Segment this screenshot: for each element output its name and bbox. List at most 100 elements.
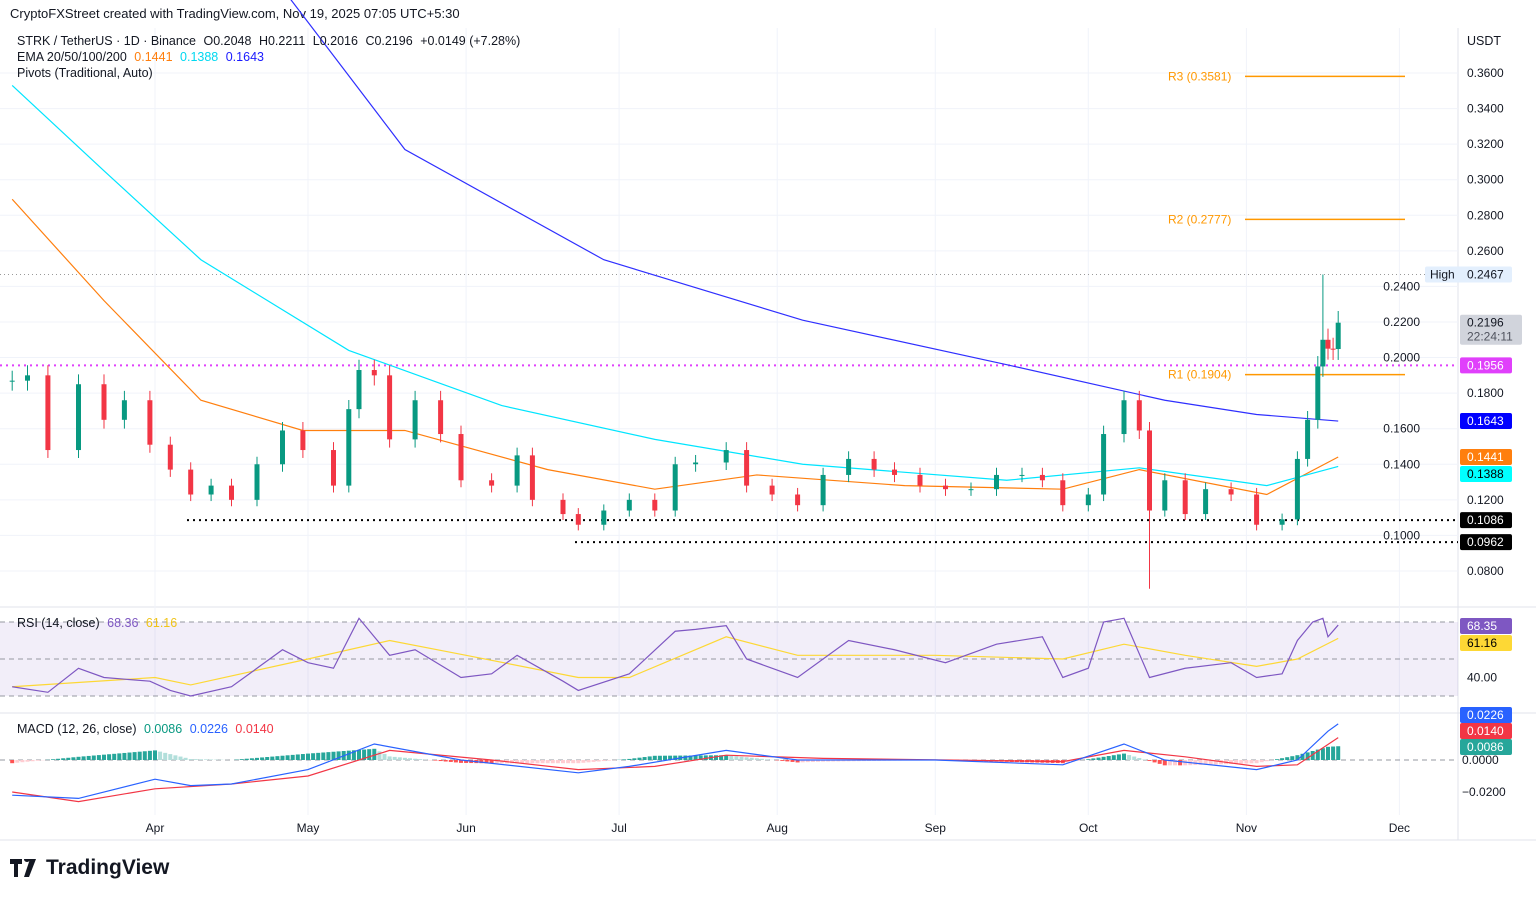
macd-histogram-bar <box>168 754 173 760</box>
macd-histogram-bar <box>663 755 667 760</box>
macd-histogram-bar <box>438 760 443 762</box>
candle-body <box>1320 339 1326 367</box>
price-tick-label: 0.3600 <box>1467 66 1504 80</box>
candle-body <box>25 375 30 381</box>
support-tag: 0.1086 <box>1460 512 1512 529</box>
ema-line <box>11 85 1339 487</box>
macd-histogram-bar <box>1096 757 1101 760</box>
macd-histogram-bar <box>647 756 652 760</box>
macd-histogram-bar <box>749 757 754 760</box>
macd-histogram-bar <box>1122 753 1126 760</box>
candle-body <box>693 462 699 465</box>
macd-histogram-bar <box>204 759 208 760</box>
candle-body <box>1147 430 1152 511</box>
macd-histogram-bar <box>173 755 178 760</box>
macd-histogram-bar <box>1142 759 1147 760</box>
price-tick-label: 0.1000 <box>1383 528 1420 542</box>
candle-body <box>458 434 464 481</box>
candle-body <box>254 464 260 500</box>
candle-body <box>994 474 999 490</box>
macd-histogram-bar <box>1315 749 1320 760</box>
macd-histogram-bar <box>1132 756 1137 760</box>
macd-histogram-bar <box>1101 756 1106 760</box>
last-price-bg <box>1460 314 1522 345</box>
ema-legend[interactable]: EMA 20/50/100/200 0.1441 0.1388 0.1643 <box>17 50 268 64</box>
candle-body <box>820 474 826 506</box>
ema200-tag-text: 0.1643 <box>1467 414 1504 428</box>
macd-signal-tag: 0.0140 <box>1460 723 1512 739</box>
macd-histogram-bar <box>566 760 571 764</box>
rsi-label: RSI (14, close) <box>17 616 100 630</box>
rsi-value-tag-bg <box>1460 618 1512 634</box>
macd-histogram-bar <box>270 756 275 760</box>
macd-histogram-bar <box>693 755 698 760</box>
candle-body <box>356 370 362 410</box>
price-tick-label: 0.3400 <box>1467 102 1504 116</box>
macd-histogram-bar <box>357 749 361 760</box>
macd-histogram-bar <box>489 760 494 764</box>
macd-histogram-bar <box>816 760 820 762</box>
candle-body <box>723 450 729 463</box>
macd-histogram-bar <box>1229 760 1234 764</box>
macd-histogram-bar <box>1111 755 1116 760</box>
macd-histogram-bar <box>30 760 35 762</box>
candle-body <box>560 499 566 515</box>
macd-legend[interactable]: MACD (12, 26, close) 0.0086 0.0226 0.014… <box>17 722 278 736</box>
macd-histogram-bar <box>535 760 540 764</box>
macd-histogram-bar <box>183 757 188 760</box>
rsi-ma-value-tag: 61.16 <box>1460 635 1512 651</box>
candle-body <box>76 384 81 451</box>
macd-hist-tag: 0.0086 <box>1460 739 1512 755</box>
macd-histogram-bar <box>1310 751 1315 760</box>
currency-label[interactable]: USDT <box>1467 34 1502 48</box>
macd-histogram-bar <box>606 760 611 761</box>
macd-histogram-bar <box>290 754 295 760</box>
ohlc-high: H0.2211 <box>258 34 306 48</box>
macd-histogram-bar <box>1239 760 1244 764</box>
macd-histogram-bar <box>805 760 810 763</box>
candle-body <box>331 450 336 486</box>
time-tick-label: Sep <box>925 821 947 835</box>
macd-histogram-bar <box>91 755 96 760</box>
macd-signal-tag-text: 0.0140 <box>1467 724 1504 738</box>
ema-line <box>290 0 1339 422</box>
macd-histogram-bar <box>336 751 341 760</box>
ohlc-close: C0.2196 <box>365 34 413 48</box>
macd-histogram-bar <box>550 760 555 764</box>
support-tag: 0.0962 <box>1460 534 1512 551</box>
macd-histogram-bar <box>632 758 637 760</box>
macd-histogram-bar <box>418 759 423 760</box>
candle-body <box>871 458 877 470</box>
macd-histogram-bar <box>158 751 163 760</box>
macd-histogram-bar <box>1244 760 1249 764</box>
macd-histogram-bar <box>66 757 71 760</box>
candle-body <box>346 409 352 486</box>
macd-histogram-bar <box>714 755 718 760</box>
macd-histogram-bar <box>76 756 81 760</box>
macd-histogram-bar <box>596 760 601 762</box>
time-tick-label: May <box>297 821 320 835</box>
candle-body <box>489 480 495 486</box>
macd-histogram-bar <box>1249 760 1254 764</box>
macd-histogram-bar <box>147 750 152 760</box>
rsi-legend[interactable]: RSI (14, close) 68.36 61.16 <box>17 616 181 630</box>
ema50-tag-text: 0.1441 <box>1467 450 1504 464</box>
macd-histogram-bar <box>719 755 724 760</box>
symbol-name[interactable]: STRK / TetherUS · 1D · Binance <box>17 34 197 48</box>
rsi-value-tag-text: 68.35 <box>1467 619 1497 633</box>
macd-histogram-bar <box>1147 760 1152 761</box>
macd-value-tag-bg <box>1460 707 1512 723</box>
rsi-ma-value-tag-text: 61.16 <box>1467 636 1497 650</box>
candle-body <box>1101 434 1107 495</box>
tradingview-logo[interactable]: TradingView <box>10 856 169 880</box>
macd-histogram-bar <box>831 760 836 762</box>
macd-signal-tag-bg <box>1460 723 1512 739</box>
time-tick-label: Apr <box>146 821 165 835</box>
macd-histogram-bar <box>744 757 749 760</box>
pivots-legend[interactable]: Pivots (Traditional, Auto) <box>17 66 153 80</box>
macd-histogram-bar <box>510 760 514 764</box>
macd-histogram-bar <box>1076 760 1081 761</box>
